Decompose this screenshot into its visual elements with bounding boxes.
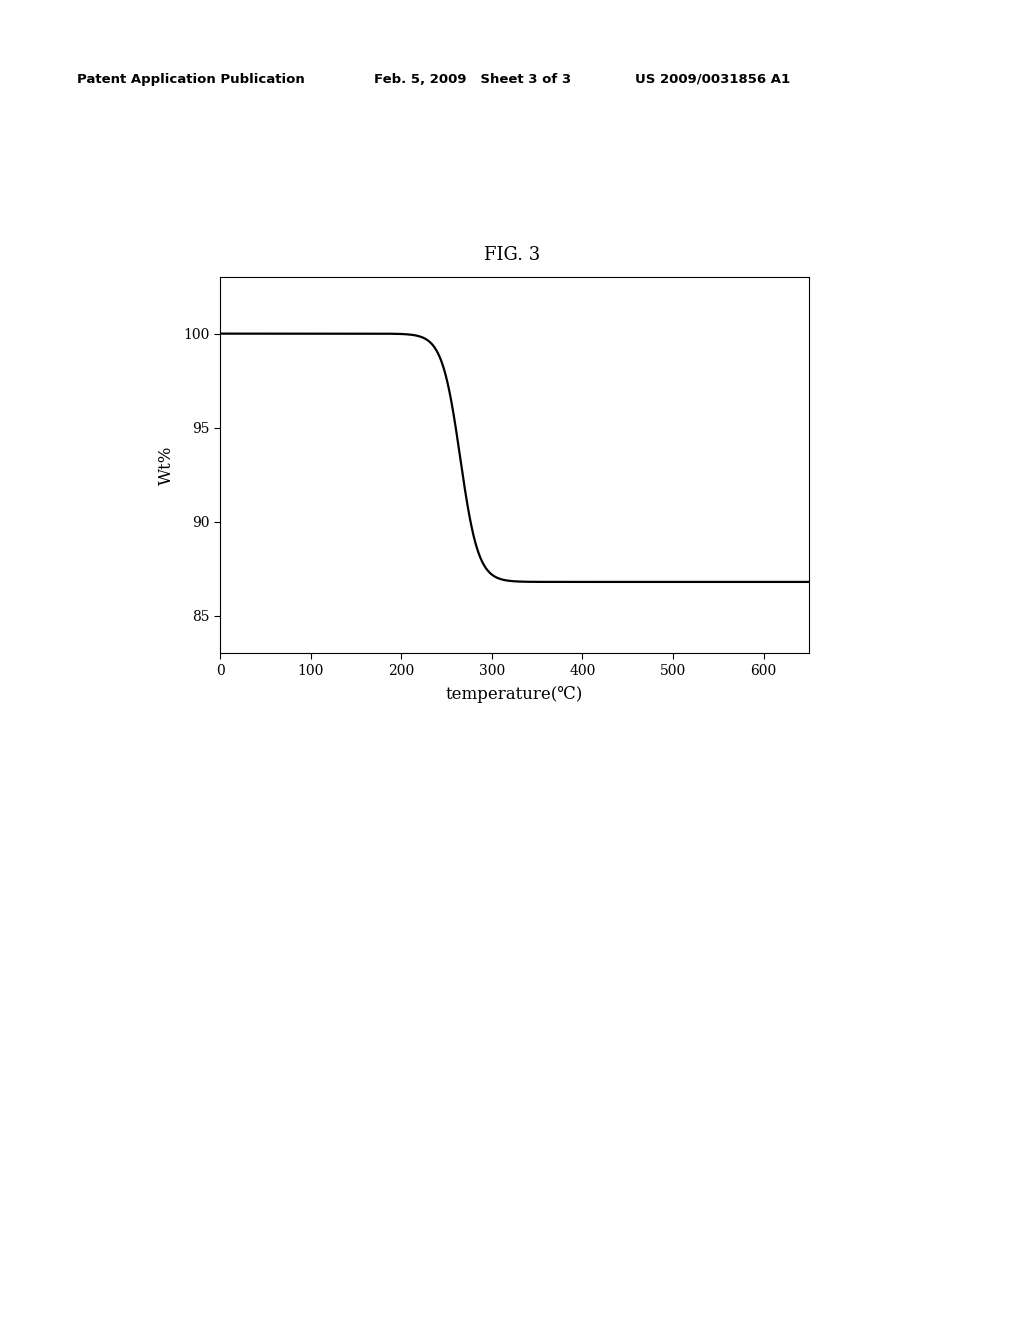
Text: Patent Application Publication: Patent Application Publication bbox=[77, 73, 304, 86]
Text: US 2009/0031856 A1: US 2009/0031856 A1 bbox=[635, 73, 790, 86]
Y-axis label: Wt%: Wt% bbox=[158, 446, 175, 484]
Text: Feb. 5, 2009   Sheet 3 of 3: Feb. 5, 2009 Sheet 3 of 3 bbox=[374, 73, 571, 86]
X-axis label: temperature(℃): temperature(℃) bbox=[445, 686, 584, 704]
Text: FIG. 3: FIG. 3 bbox=[484, 246, 540, 264]
